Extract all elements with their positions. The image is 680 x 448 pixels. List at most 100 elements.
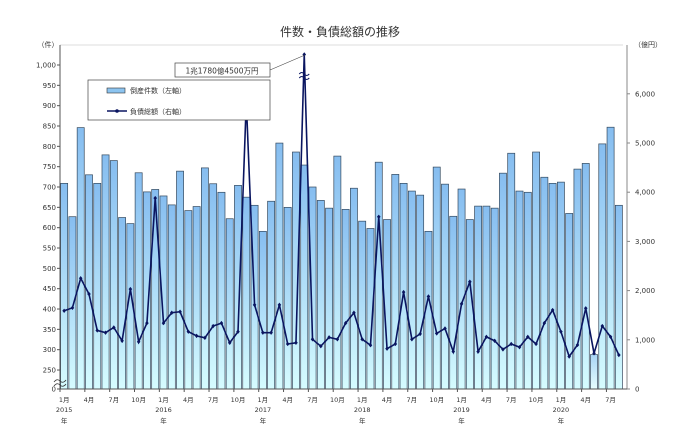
left-tick-label: 950 [43,82,56,90]
line-point [112,325,116,330]
bar [176,170,184,390]
left-tick-label: 350 [43,326,56,334]
line-point [410,337,414,342]
bar [308,186,317,390]
bar [523,191,532,390]
line-point [327,335,331,340]
bar [515,190,524,390]
line-point [567,354,571,359]
bar [225,218,234,390]
line-point [227,340,232,345]
bar [581,163,590,390]
line-point [451,349,456,354]
bar [300,164,309,390]
x-tick-month: 4月 [84,396,95,404]
x-tick-month: 7月 [605,396,616,404]
line-point [501,347,505,352]
x-tick-month: 10月 [231,396,246,404]
x-tick-year: 2017 [255,406,272,414]
line-break-icon [298,72,310,80]
line-point [385,346,389,351]
line-point [269,330,273,335]
annotation: 1兆1780億4500万円 [174,54,306,78]
line-point [236,329,240,334]
bar [532,151,540,390]
axis-break-icon [53,379,67,387]
line-point [145,320,149,326]
x-tick-month: 10月 [330,396,345,404]
x-tick-year-suffix: 年 [458,416,465,425]
line-point [161,320,166,326]
x-tick-month: 1月 [258,396,269,404]
line-point [103,330,108,335]
line-point [534,341,538,347]
bar [184,210,193,390]
bar [201,167,209,390]
bar [358,220,367,390]
line-point [376,214,381,219]
left-tick-label: 300 [43,346,56,354]
line-point [87,291,91,297]
bar [101,154,110,390]
bar [391,174,400,390]
bar [482,205,491,390]
line-point [186,329,191,334]
series-line [63,54,620,359]
annotation-leader [269,54,306,71]
line-point [517,344,522,350]
line-point [70,305,75,311]
right-tick-label: 0 [635,386,639,394]
left-tick-label: 800 [43,143,56,151]
left-tick-label: 600 [43,224,56,232]
bar [134,172,143,390]
x-tick-month: 10月 [131,396,146,404]
left-tick-label: 850 [43,123,56,131]
line-point [575,342,580,348]
line-point [360,337,364,342]
x-tick-year: 2018 [354,406,371,414]
bar [85,174,93,390]
bar [267,200,276,390]
bar [457,188,466,390]
left-tick-label: 0 [52,386,56,394]
bar [151,189,160,390]
line-point [368,343,373,348]
line-point [352,310,356,315]
bar [325,207,333,390]
x-tick-month: 1月 [357,396,368,404]
x-tick-month: 7月 [108,396,119,404]
bar [449,215,458,390]
bar [93,182,102,390]
x-tick-month: 1月 [59,396,70,404]
x-tick-month: 4月 [282,396,293,404]
x-tick-year-suffix: 年 [160,416,167,425]
bar [573,168,582,390]
x-tick-month: 7月 [506,396,517,404]
line-point [62,308,66,313]
bar [60,182,69,390]
line-point [261,330,265,335]
line-point [492,338,497,343]
line-point [525,334,530,340]
line-point [393,341,398,347]
x-tick-month: 1月 [158,396,169,404]
line-point [509,341,514,347]
x-tick-month: 1月 [456,396,467,404]
line-point [559,329,563,334]
bar [432,166,441,390]
bar [333,155,342,390]
left-tick-label: 400 [43,306,56,314]
left-tick-label: 500 [43,265,56,273]
line-point [617,352,621,358]
bar [275,142,284,390]
left-tick-label: 700 [43,184,56,192]
x-tick-year-suffix: 年 [260,416,267,425]
bar [258,230,267,390]
bar [209,183,218,390]
line-point [550,307,555,313]
line-point [194,333,199,339]
line-point [443,326,447,331]
bar [565,213,574,390]
x-tick-month: 10月 [529,396,544,404]
